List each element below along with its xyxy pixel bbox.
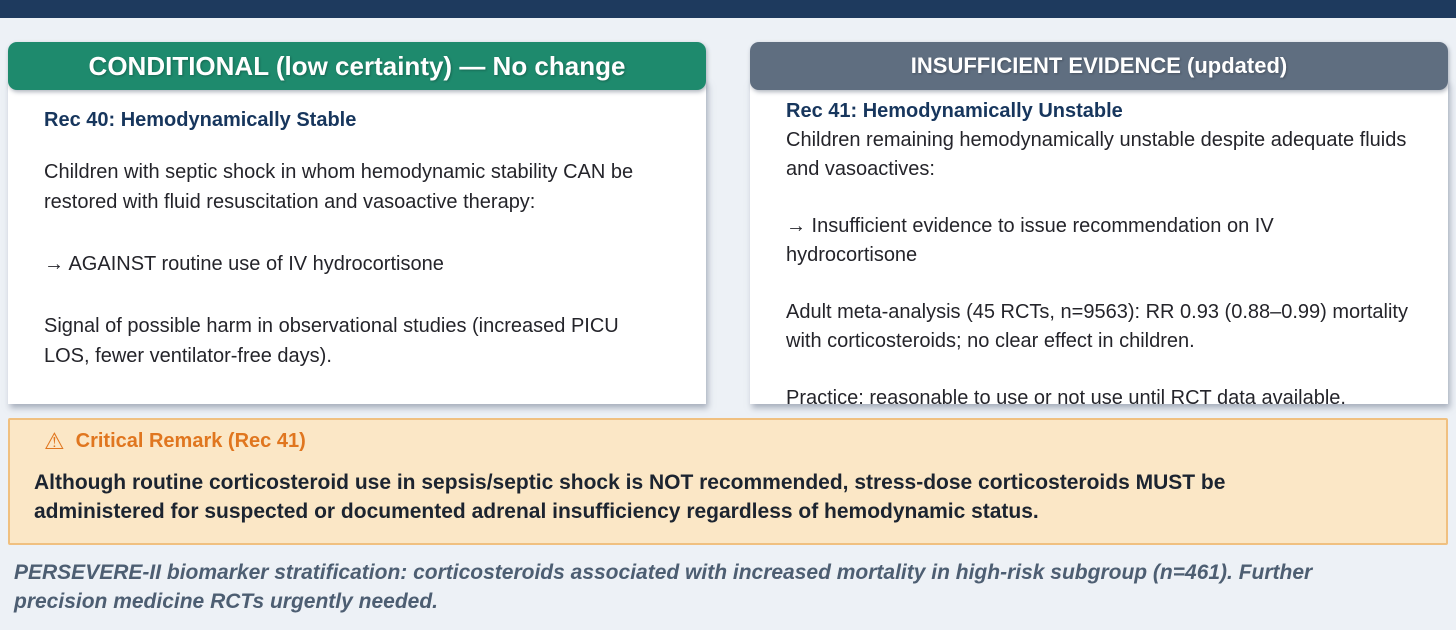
critical-remark-title-row: ⚠ Critical Remark (Rec 41) <box>34 430 1422 453</box>
card-rec41-paragraph: → Insufficient evidence to issue recomme… <box>786 215 1274 266</box>
card-rec40-title: Rec 40: Hemodynamically Stable <box>44 109 357 131</box>
top-accent-bar <box>0 0 1456 18</box>
card-rec41-paragraph: Practice: reasonable to use or not use u… <box>786 387 1346 409</box>
card-rec40-paragraph: → AGAINST routine use of IV hydrocortiso… <box>44 253 444 275</box>
card-rec40-header: CONDITIONAL (low certainty) — No change <box>8 42 706 90</box>
footnote-text: PERSEVERE-II biomarker stratification: c… <box>14 560 1313 614</box>
warning-triangle-icon: ⚠ <box>44 428 65 454</box>
card-rec41-body: Rec 41: Hemodynamically Unstable Childre… <box>750 81 1448 409</box>
critical-remark-title: Critical Remark (Rec 41) <box>75 430 306 452</box>
card-rec41-paragraph: Children remaining hemodynamically unsta… <box>786 129 1407 180</box>
card-rec41-title: Rec 41: Hemodynamically Unstable <box>786 100 1123 122</box>
card-rec40-paragraph: Children with septic shock in whom hemod… <box>44 161 634 213</box>
card-rec41: INSUFFICIENT EVIDENCE (updated) Rec 41: … <box>750 42 1448 409</box>
critical-remark-text: Although routine corticosteroid use in s… <box>34 471 1226 524</box>
card-rec41-paragraph: Adult meta-analysis (45 RCTs, n=9563): R… <box>786 301 1408 352</box>
recommendation-cards-row: CONDITIONAL (low certainty) — No change … <box>8 42 1448 409</box>
card-rec41-header: INSUFFICIENT EVIDENCE (updated) <box>750 42 1448 90</box>
critical-remark-box: ⚠ Critical Remark (Rec 41) Although rout… <box>8 418 1448 545</box>
card-rec40: CONDITIONAL (low certainty) — No change … <box>8 42 706 404</box>
card-rec40-paragraph: Signal of possible harm in observational… <box>44 315 619 367</box>
card-rec40-body: Rec 40: Hemodynamically Stable Children … <box>8 81 706 404</box>
